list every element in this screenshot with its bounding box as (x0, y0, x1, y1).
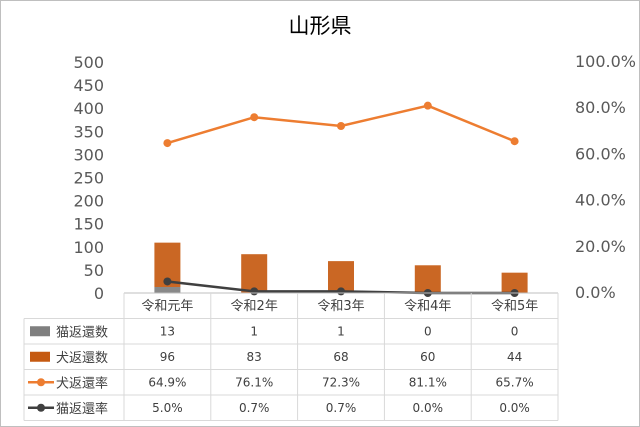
data-label: 83 (247, 350, 262, 364)
point-犬返還率-1 (250, 113, 259, 122)
data-label: 1 (337, 324, 345, 338)
bar-犬返還数-2 (328, 261, 354, 293)
data-label: 60 (420, 350, 435, 364)
data-label: 64.9% (148, 375, 186, 389)
data-label: 0 (511, 324, 519, 338)
bar-犬返還数-4 (501, 272, 528, 293)
point-犬返還率-2 (337, 121, 345, 130)
data-label: 0.0% (413, 401, 444, 415)
bar-犬返還数-3 (414, 265, 441, 293)
y-right-tick-label: 100.0% (575, 52, 636, 71)
data-label: 0.7% (239, 401, 270, 415)
category-label: 令和元年 (141, 299, 193, 314)
y-right-tick-label: 0.0% (575, 283, 616, 302)
point-猫返還率-0 (163, 277, 172, 286)
y-left-tick-label: 250 (73, 169, 104, 188)
legend-entry: 犬返還数 (56, 351, 108, 366)
y-left-tick-label: 150 (73, 215, 104, 234)
data-label: 0.7% (326, 401, 357, 415)
y-right-tick-label: 60.0% (575, 144, 626, 163)
legend-entry: 猫返還率 (56, 401, 108, 417)
point-犬返還率-4 (510, 137, 519, 146)
data-label: 5.0% (152, 401, 183, 415)
bar-猫返還数-0 (154, 286, 181, 293)
data-label: 1 (250, 324, 258, 338)
y-left-tick-label: 400 (73, 99, 104, 118)
legend-key-犬返還数 (30, 351, 50, 362)
point-猫返還率-2 (337, 287, 345, 296)
category-label: 令和4年 (404, 299, 451, 314)
y-right-tick-label: 20.0% (575, 237, 626, 256)
legend-key-marker-猫返還率 (37, 403, 45, 412)
bar-犬返還数-1 (241, 254, 268, 293)
data-label: 0.0% (499, 401, 530, 415)
category-label: 令和2年 (231, 299, 278, 314)
y-left-tick-label: 0 (94, 284, 104, 303)
category-label: 令和3年 (317, 299, 364, 314)
y-left-tick-label: 300 (73, 145, 104, 164)
data-label: 68 (333, 350, 348, 364)
data-label: 96 (160, 350, 175, 364)
y-right-tick-label: 80.0% (575, 98, 626, 117)
y-left-tick-label: 500 (73, 53, 104, 72)
y-left-tick-label: 350 (73, 122, 104, 141)
data-label: 72.3% (322, 375, 360, 389)
data-label: 76.1% (235, 375, 273, 389)
y-left-tick-label: 100 (73, 238, 104, 257)
y-left-tick-label: 450 (73, 76, 104, 95)
data-label: 13 (160, 324, 175, 338)
legend-key-marker-犬返還率 (37, 378, 45, 387)
point-犬返還率-3 (423, 101, 432, 110)
y-left-tick-label: 50 (84, 261, 104, 280)
category-label: 令和5年 (491, 299, 538, 314)
data-label: 65.7% (496, 375, 534, 389)
legend-key-猫返還数 (30, 326, 50, 337)
point-犬返還率-0 (163, 139, 172, 148)
data-label: 44 (507, 350, 522, 364)
y-left-tick-label: 200 (73, 192, 104, 211)
legend-entry: 犬返還率 (56, 375, 108, 391)
point-猫返還率-1 (250, 287, 259, 296)
data-label: 81.1% (409, 375, 447, 389)
chart-title: 山形県 (288, 14, 352, 38)
data-label: 0 (424, 324, 432, 338)
y-right-tick-label: 40.0% (575, 191, 626, 210)
legend-entry: 猫返還数 (56, 325, 108, 340)
